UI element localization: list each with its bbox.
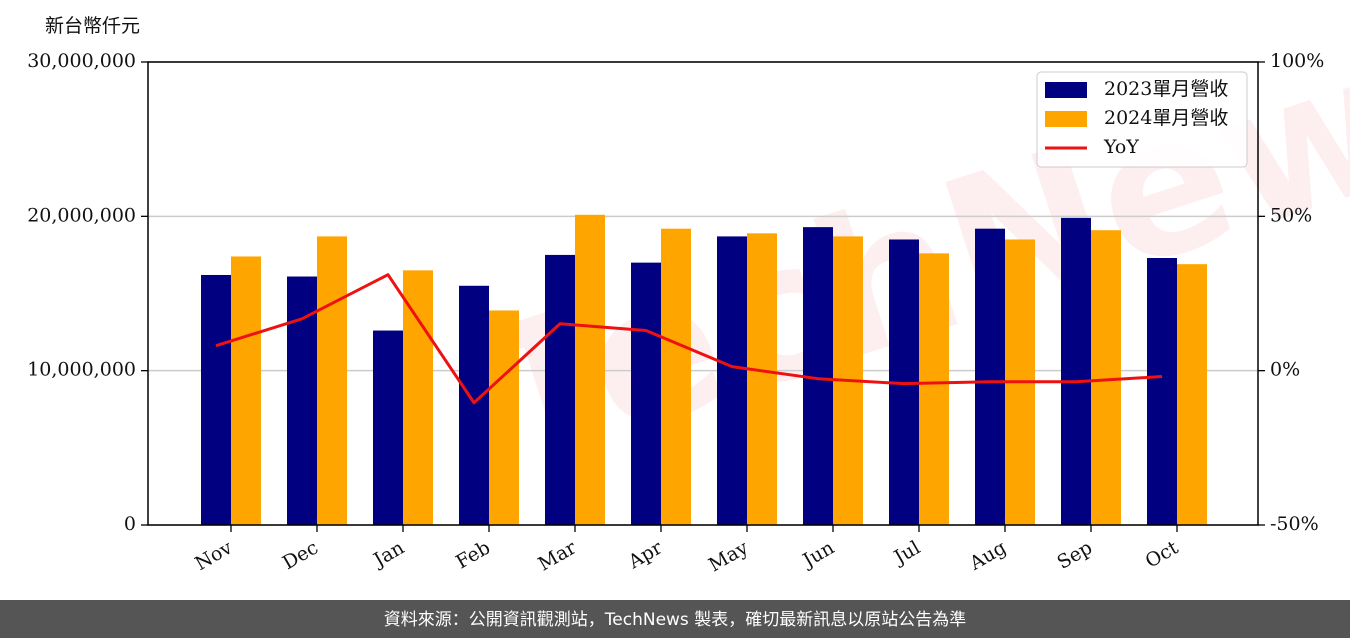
x-tick-label: May (705, 536, 752, 576)
bar (919, 253, 949, 525)
bar (489, 310, 519, 525)
bar (317, 236, 347, 525)
x-tick-label: Nov (191, 536, 236, 575)
x-tick-label: Oct (1142, 536, 1183, 572)
y-axis-label: 新台幣仟元 (45, 15, 140, 37)
y-tick-label: 0 (124, 513, 136, 535)
footer-band (0, 600, 1350, 638)
x-tick-label: Jul (889, 537, 924, 570)
bar (717, 236, 747, 525)
yoy-line (215, 273, 1163, 405)
y2-tick-label: -50% (1270, 513, 1319, 535)
bar (975, 228, 1005, 525)
bar (575, 214, 605, 526)
x-tick-label: Apr (624, 536, 667, 573)
bar (201, 274, 231, 525)
y2-tick-label: 0% (1270, 359, 1300, 381)
bar (1177, 264, 1207, 525)
legend-swatch (1045, 111, 1087, 127)
x-tick-label: Jun (797, 537, 838, 573)
y2-tick-label: 100% (1270, 50, 1324, 72)
y-tick-label: 10,000,000 (27, 359, 136, 381)
bar (747, 233, 777, 525)
bar (545, 254, 575, 525)
x-tick-label: Aug (965, 537, 1010, 576)
x-tick-label: Sep (1053, 537, 1096, 574)
x-tick-label: Dec (279, 537, 322, 575)
bar (661, 228, 691, 525)
legend-label: YoY (1103, 136, 1139, 158)
legend-swatch (1045, 82, 1087, 98)
bar (231, 256, 261, 525)
x-tick-label: Jan (368, 537, 408, 573)
y-tick-label: 20,000,000 (27, 204, 136, 226)
plot-frame (147, 61, 1259, 526)
x-tick-label: Feb (452, 537, 494, 574)
bar (1061, 217, 1091, 526)
y-tick-label: 30,000,000 (27, 50, 136, 72)
source-note: 資料來源：公開資訊觀測站，TechNews 製表，確切最新訊息以原站公告為準 (384, 610, 966, 630)
y2-tick-label: 50% (1270, 204, 1312, 226)
bar (403, 270, 433, 525)
legend-label: 2024單月營收 (1104, 107, 1228, 129)
legend-box (1036, 71, 1248, 168)
x-tick-label: Mar (534, 536, 580, 575)
bar (1091, 230, 1121, 525)
bar (631, 262, 661, 525)
bar (373, 330, 403, 525)
bar (459, 285, 489, 525)
legend-label: 2023單月營收 (1104, 78, 1228, 100)
bar (1147, 258, 1177, 525)
